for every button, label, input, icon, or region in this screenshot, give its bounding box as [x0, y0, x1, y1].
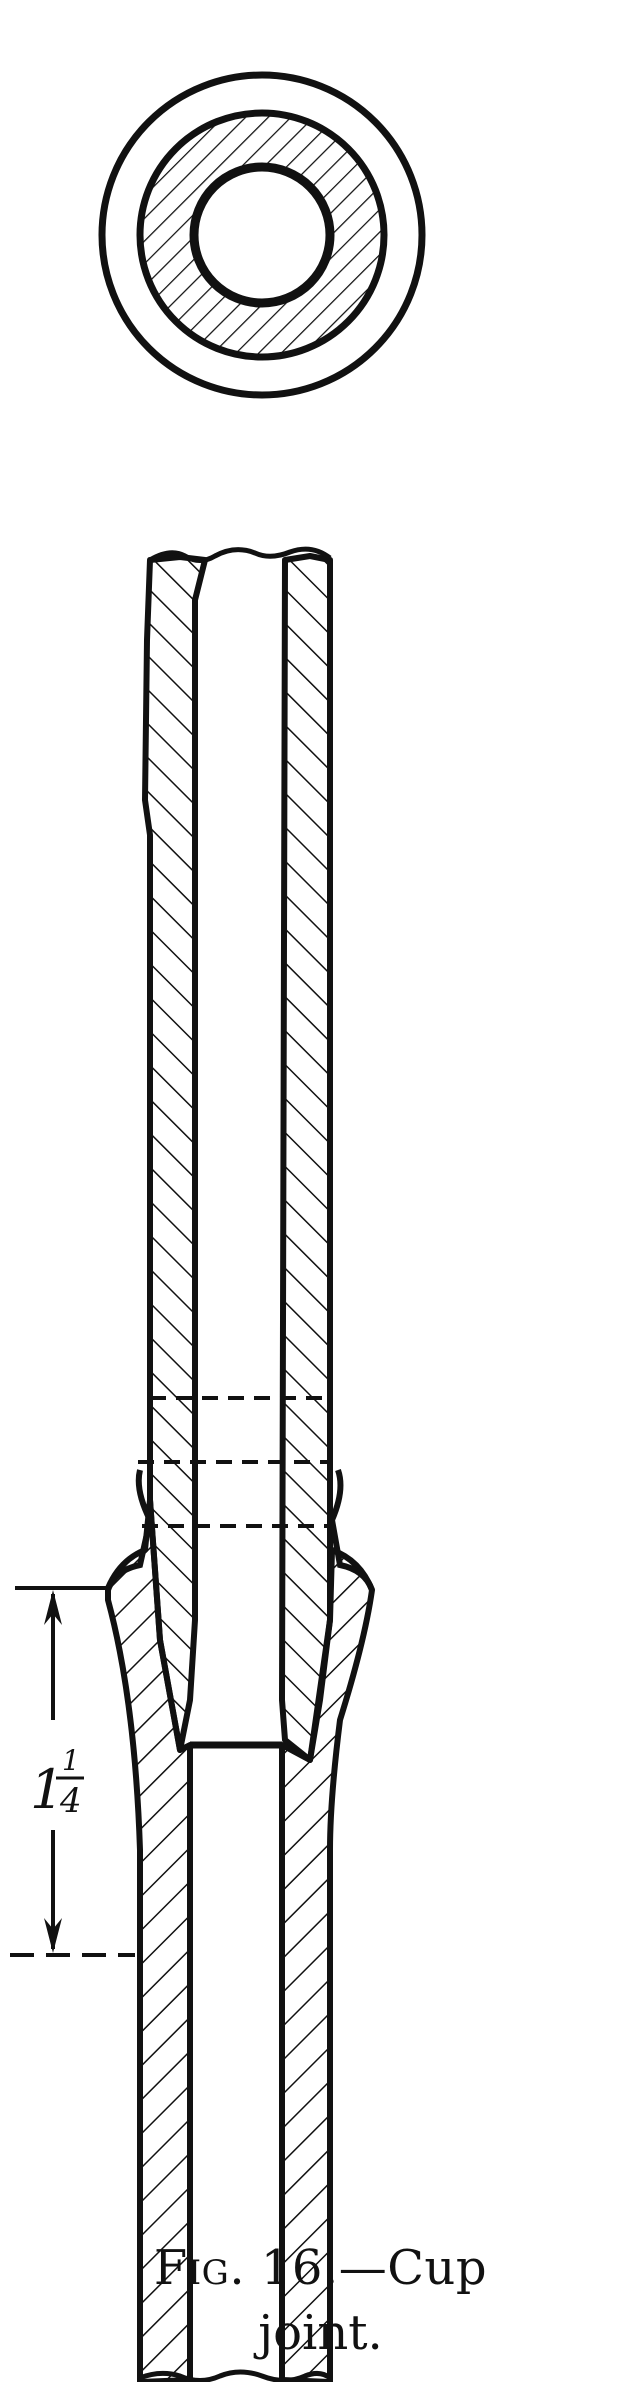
- figure-caption-line1: Fig. 16.—Cup: [0, 2240, 641, 2296]
- lower-pipe-socket: [105, 1469, 375, 2382]
- lower-break-line: [139, 2369, 332, 2382]
- arrow-down: [44, 1918, 62, 1953]
- dimension-numerator: 1: [62, 1744, 80, 1777]
- caption-title-part1: Cup: [387, 2240, 488, 2296]
- dimension-denominator: 4: [59, 1781, 82, 1821]
- caption-title-part2: joint.: [258, 2305, 383, 2361]
- dimension-whole: 1: [30, 1758, 64, 1821]
- socket-right-wall: [279, 1547, 375, 2382]
- cup-length-dimension: 1 1 4: [10, 1586, 135, 1957]
- figure-caption-line2: joint.: [0, 2305, 641, 2361]
- arrow-up: [44, 1590, 62, 1625]
- upper-pipe: [142, 546, 333, 1763]
- caption-dash: —: [338, 2240, 388, 2296]
- end-section-view: [98, 71, 426, 399]
- figure-label: Fig.: [153, 2240, 246, 2296]
- pipe-bore: [189, 162, 335, 308]
- socket-left-wall: [105, 1497, 193, 2382]
- figure-number: 16.: [260, 2240, 339, 2296]
- left-lip: [105, 1469, 154, 1592]
- upper-right-wall: [279, 553, 333, 1763]
- right-lip: [328, 1469, 375, 1592]
- hidden-lines: [138, 1396, 332, 1528]
- upper-break-line: [148, 546, 332, 563]
